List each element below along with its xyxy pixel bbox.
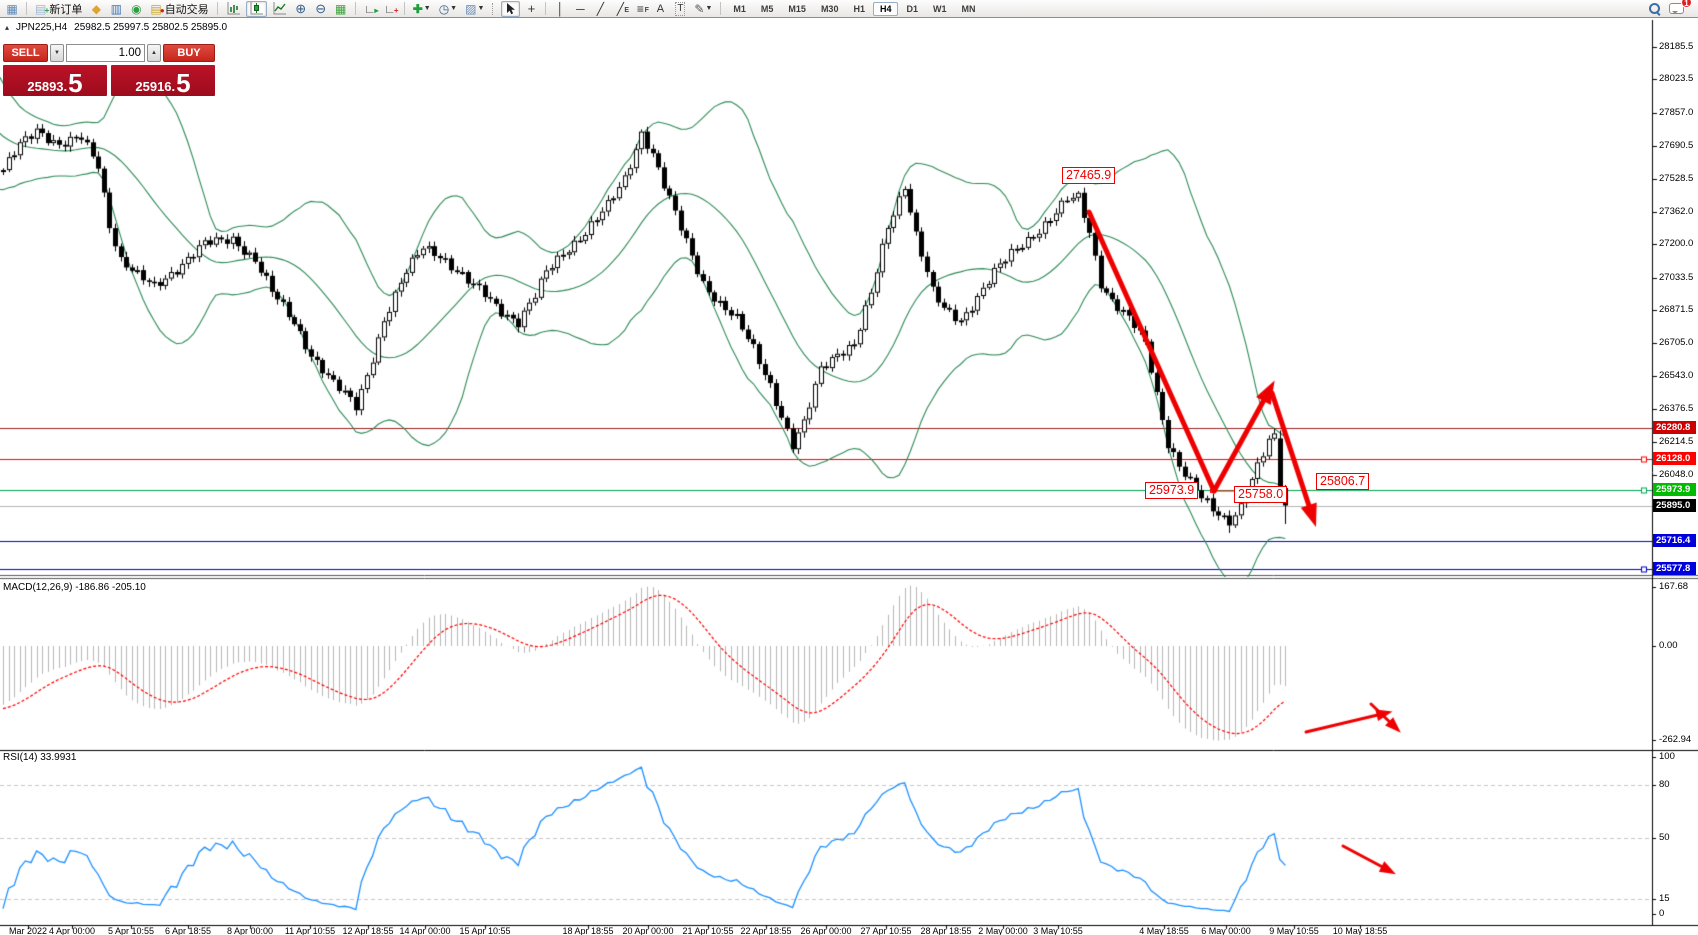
trendline-tool[interactable]: ╱ — [596, 1, 604, 16]
toolbar-grip — [492, 2, 496, 15]
sell-button[interactable]: SELL — [3, 44, 48, 62]
new-order-button[interactable]: ▤ + 新订单 — [35, 1, 83, 16]
periods-button[interactable]: ◷ ▼ — [436, 1, 460, 17]
toolbar-separator — [545, 2, 547, 15]
channel-tool[interactable]: ╱ E — [616, 1, 629, 16]
zoom-in-icon[interactable]: ⊕ — [295, 0, 307, 16]
search-icon — [1649, 2, 1661, 15]
chart-header: ▴ JPN225,H4 25982.5 25997.5 25802.5 2589… — [5, 22, 227, 33]
toolbar-separator — [720, 2, 722, 15]
volume-increase-button[interactable]: ▲ — [147, 44, 161, 62]
horizontal-line-tool[interactable]: ─ — [576, 1, 585, 16]
new-order-icon: ▤ + — [35, 1, 50, 16]
price-annotation-label[interactable]: 25973.9 — [1145, 482, 1199, 499]
symbol-period-label: JPN225,H4 — [16, 22, 68, 33]
toolbar-separator — [403, 2, 405, 15]
rsi-indicator-label: RSI(14) 33.9931 — [3, 752, 77, 763]
template-icon: ▨ — [465, 1, 477, 16]
chevron-down-icon: ▼ — [450, 5, 458, 12]
text-tool[interactable]: A — [656, 2, 665, 15]
deposit-icon[interactable]: ◆ — [91, 1, 101, 16]
toolbar-separator — [216, 2, 218, 15]
price-annotation-label[interactable]: 25806.7 — [1316, 473, 1370, 490]
buy-button[interactable]: BUY — [163, 44, 215, 62]
buy-price-big-digit: 5 — [176, 68, 191, 98]
main-toolbar: ▦ ▤ + 新订单 ◆ ▥ ◉ ▤ ● 自动交易 ⊕ ⊖ ▦ ∟ ▸ ∟ + ✚ ▼ ◷ ▼ — [0, 0, 1698, 18]
arrow-tools-button[interactable]: ✎ ▼ — [694, 1, 713, 16]
chart-window-icon[interactable]: ▦ — [6, 1, 18, 16]
autotrade-icon: ▤ ● — [150, 1, 165, 16]
timeframe-h1-button[interactable]: H1 — [853, 3, 865, 14]
signals-icon[interactable]: ◉ — [131, 1, 142, 16]
timeframe-group: M1 M5 M15 M30 H1 H4 D1 W1 MN — [726, 1, 982, 16]
candlestick-chart-icon[interactable] — [245, 0, 267, 17]
notification-badge: 1 — [1681, 0, 1692, 8]
macd-indicator-label: MACD(12,26,9) -186.86 -205.10 — [3, 582, 146, 593]
timeframe-m5-button[interactable]: M5 — [760, 3, 774, 14]
search-button[interactable] — [1646, 1, 1664, 17]
price-annotation-label[interactable]: 25758.0 — [1234, 486, 1288, 503]
sell-price-main: 25893. — [27, 79, 68, 94]
templates-button[interactable]: ▨ ▼ — [462, 1, 487, 17]
toolbar-separator — [26, 2, 27, 15]
buy-price-main: 25916. — [135, 79, 176, 94]
cursor-button[interactable] — [501, 0, 521, 17]
clock-icon: ◷ — [438, 1, 450, 16]
auto-scroll-icon[interactable]: ∟ ▸ — [363, 1, 379, 16]
bar-chart-icon[interactable] — [223, 1, 244, 17]
chat-icon — [1669, 3, 1684, 14]
sell-price-big-digit: 5 — [68, 68, 83, 98]
timeframe-h4-button[interactable]: H4 — [872, 1, 899, 16]
timeframe-m1-button[interactable]: M1 — [733, 3, 746, 14]
vertical-line-tool[interactable]: │ — [556, 1, 565, 16]
chevron-down-icon: ▼ — [423, 5, 431, 12]
market-watch-icon[interactable]: ▥ — [110, 1, 123, 16]
ohlc-values: 25982.5 25997.5 25802.5 25895.0 — [74, 22, 228, 33]
indicators-button[interactable]: ✚ ▼ — [410, 1, 434, 17]
timeframe-w1-button[interactable]: W1 — [933, 3, 947, 14]
sell-price-display[interactable]: 25893. 5 — [3, 65, 107, 96]
chart-shift-icon[interactable]: ∟ + — [383, 1, 399, 16]
one-click-collapse-icon[interactable]: ▴ — [5, 23, 10, 32]
indicators-add-icon: ✚ — [412, 1, 423, 16]
line-chart-icon[interactable] — [269, 1, 290, 17]
timeframe-m15-button[interactable]: M15 — [788, 3, 806, 14]
tile-windows-icon[interactable]: ▦ — [335, 1, 347, 16]
price-annotation-label[interactable]: 27465.9 — [1062, 167, 1116, 184]
one-click-trading-panel: SELL ▼ ▲ BUY 25893.5 25916.5 — [3, 44, 215, 96]
autotrade-button[interactable]: ▤ ● 自动交易 — [150, 1, 209, 16]
toolbar-separator — [354, 2, 356, 15]
crosshair-button[interactable]: + — [527, 0, 536, 16]
timeframe-mn-button[interactable]: MN — [961, 3, 976, 14]
chevron-down-icon: ▼ — [477, 5, 485, 12]
notifications-button[interactable]: 1 — [1666, 0, 1692, 17]
text-label-tool[interactable]: T — [675, 1, 686, 16]
cursor-icon — [507, 3, 516, 15]
volume-decrease-button[interactable]: ▼ — [50, 44, 64, 62]
buy-price-display[interactable]: 25916. 5 — [111, 65, 215, 96]
fibonacci-tool[interactable]: ≡ F — [636, 1, 649, 16]
chevron-down-icon: ▼ — [705, 5, 713, 12]
timeframe-m30-button[interactable]: M30 — [820, 3, 839, 14]
volume-input[interactable] — [66, 44, 145, 62]
timeframe-d1-button[interactable]: D1 — [906, 3, 918, 14]
zoom-out-icon[interactable]: ⊖ — [315, 0, 327, 16]
